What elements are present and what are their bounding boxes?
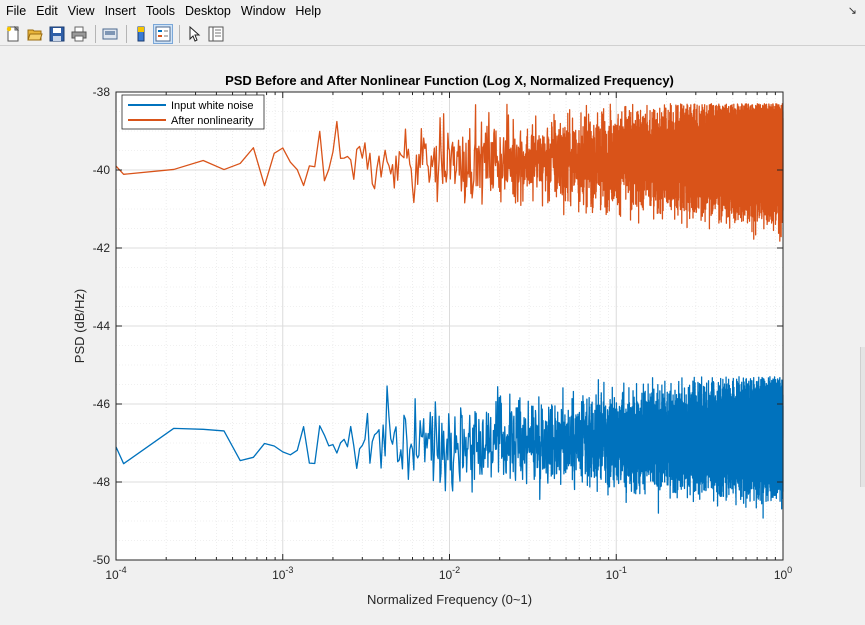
y-tick-label: -46 [93, 397, 111, 411]
x-tick-label: 100 [774, 565, 792, 582]
legend-icon[interactable] [153, 23, 173, 44]
menu-window[interactable]: Window [240, 4, 286, 18]
print-icon[interactable] [69, 24, 89, 44]
x-axis-label: Normalized Frequency (0~1) [367, 592, 532, 607]
link-plot-icon[interactable] [100, 24, 120, 44]
toolbar-separator [126, 24, 127, 43]
x-tick-label: 10-4 [105, 565, 126, 582]
series-line-input-white-noise [115, 376, 784, 519]
legend-box[interactable] [121, 94, 265, 130]
legend-entry-label: Input white noise [171, 100, 254, 112]
x-tick-label: 10-1 [606, 565, 627, 582]
edit-plot-arrow-icon[interactable] [184, 24, 204, 44]
window-edge-handle[interactable] [860, 347, 865, 487]
property-inspector-icon[interactable] [206, 24, 226, 44]
new-figure-icon[interactable] [3, 24, 23, 44]
toolbar-separator [179, 24, 180, 43]
menu-file[interactable]: File [6, 4, 27, 18]
colorbar-icon[interactable] [131, 24, 151, 44]
menu-bar: File Edit View Insert Tools Desktop Wind… [0, 0, 865, 22]
figure-canvas: -50 -48 -46 -44 -42 -40 -38 10-4 10-3 10-2 10-1 100… [0, 47, 865, 625]
menu-desktop[interactable]: Desktop [185, 4, 231, 18]
psd-plot[interactable]: -50 -48 -46 -44 -42 -40 -38 10-4 10-3 10-2 10-1 100… [0, 47, 865, 625]
y-tick-label: -48 [93, 475, 111, 489]
menu-insert[interactable]: Insert [104, 4, 136, 18]
figure-toolbar [0, 22, 865, 46]
menu-edit[interactable]: Edit [36, 4, 58, 18]
toolbar-separator [95, 24, 96, 43]
y-tick-label: -42 [93, 241, 111, 255]
open-file-icon[interactable] [25, 24, 45, 44]
y-tick-label: -44 [93, 319, 111, 333]
dock-arrow-icon[interactable]: ↘ [847, 5, 857, 17]
chart-title: PSD Before and After Nonlinear Function … [225, 73, 674, 88]
y-tick-label: -50 [93, 553, 111, 567]
menu-help[interactable]: Help [295, 4, 322, 18]
legend-entry-label: After nonlinearity [171, 115, 254, 127]
menu-tools[interactable]: Tools [145, 4, 176, 18]
x-tick-label: 10-2 [439, 565, 460, 582]
y-tick-label: -38 [93, 85, 111, 99]
y-axis-label: PSD (dB/Hz) [72, 289, 87, 363]
x-tick-label: 10-3 [272, 565, 293, 582]
menu-view[interactable]: View [67, 4, 95, 18]
series-line-after-nonlinearity [115, 103, 784, 242]
y-tick-label: -40 [93, 163, 111, 177]
save-icon[interactable] [47, 24, 67, 44]
